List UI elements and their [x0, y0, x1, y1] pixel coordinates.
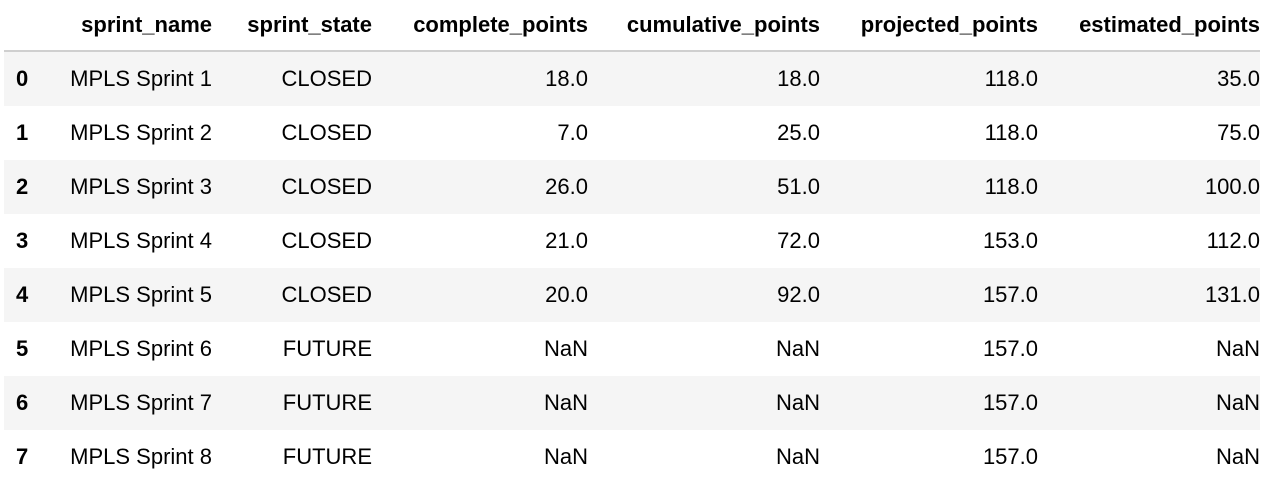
cell-estimated-points: 112.0 — [1206, 228, 1260, 253]
cell-cumulative-points: 25.0 — [777, 120, 820, 145]
header-sprint-state: sprint_state — [212, 0, 372, 52]
cell-estimated-points: NaN — [1215, 336, 1260, 361]
cell-complete-points: 26.0 — [545, 174, 588, 199]
table-row: 5 MPLS Sprint 6 FUTURE NaN NaN 157.0 NaN — [4, 322, 1260, 376]
cell-sprint-state: FUTURE — [282, 390, 372, 415]
header-index — [4, 0, 48, 52]
cell-sprint-state: CLOSED — [281, 282, 372, 307]
cell-estimated-points: 100.0 — [1204, 174, 1260, 199]
row-index: 5 — [16, 336, 29, 361]
cell-complete-points: 21.0 — [545, 228, 588, 253]
row-index: 4 — [16, 282, 29, 307]
table-row: 1 MPLS Sprint 2 CLOSED 7.0 25.0 118.0 75… — [4, 106, 1260, 160]
table-row: 6 MPLS Sprint 7 FUTURE NaN NaN 157.0 NaN — [4, 376, 1260, 430]
cell-cumulative-points: NaN — [775, 390, 820, 415]
header-cumulative-points: cumulative_points — [588, 0, 820, 52]
cell-sprint-name: MPLS Sprint 2 — [70, 120, 212, 145]
cell-sprint-name: MPLS Sprint 1 — [70, 66, 212, 91]
header-row: sprint_name sprint_state complete_points… — [4, 0, 1260, 52]
cell-sprint-state: FUTURE — [282, 444, 372, 469]
row-index: 7 — [16, 444, 29, 469]
header-sprint-name: sprint_name — [48, 0, 212, 52]
cell-sprint-name: MPLS Sprint 5 — [70, 282, 212, 307]
table-header: sprint_name sprint_state complete_points… — [4, 0, 1260, 52]
cell-sprint-state: CLOSED — [281, 66, 372, 91]
header-estimated-points: estimated_points — [1038, 0, 1260, 52]
cell-sprint-name: MPLS Sprint 4 — [70, 228, 212, 253]
cell-projected-points: 157.0 — [982, 444, 1038, 469]
cell-sprint-state: FUTURE — [282, 336, 372, 361]
cell-complete-points: 20.0 — [545, 282, 588, 307]
table-body: 0 MPLS Sprint 1 CLOSED 18.0 18.0 118.0 3… — [4, 51, 1260, 484]
row-index: 3 — [16, 228, 29, 253]
header-projected-points: projected_points — [820, 0, 1038, 52]
cell-estimated-points: NaN — [1215, 444, 1260, 469]
row-index: 2 — [16, 174, 29, 199]
cell-estimated-points: 131.0 — [1204, 282, 1260, 307]
cell-cumulative-points: 72.0 — [777, 228, 820, 253]
cell-complete-points: NaN — [543, 390, 588, 415]
table-row: 3 MPLS Sprint 4 CLOSED 21.0 72.0 153.0 1… — [4, 214, 1260, 268]
cell-sprint-name: MPLS Sprint 6 — [70, 336, 212, 361]
cell-complete-points: 7.0 — [557, 120, 588, 145]
row-index: 0 — [16, 66, 29, 91]
cell-projected-points: 157.0 — [982, 336, 1038, 361]
table-row: 7 MPLS Sprint 8 FUTURE NaN NaN 157.0 NaN — [4, 430, 1260, 484]
cell-sprint-name: MPLS Sprint 8 — [70, 444, 212, 469]
cell-estimated-points: 75.0 — [1217, 120, 1260, 145]
cell-projected-points: 118.0 — [984, 66, 1038, 91]
cell-complete-points: NaN — [543, 444, 588, 469]
dataframe-table: sprint_name sprint_state complete_points… — [4, 0, 1260, 484]
cell-cumulative-points: 92.0 — [777, 282, 820, 307]
cell-estimated-points: 35.0 — [1217, 66, 1260, 91]
cell-projected-points: 153.0 — [982, 228, 1038, 253]
row-index: 1 — [16, 120, 29, 145]
cell-sprint-state: CLOSED — [281, 228, 372, 253]
cell-sprint-name: MPLS Sprint 3 — [70, 174, 212, 199]
cell-sprint-state: CLOSED — [281, 120, 372, 145]
cell-sprint-name: MPLS Sprint 7 — [70, 390, 212, 415]
cell-sprint-state: CLOSED — [281, 174, 372, 199]
cell-complete-points: 18.0 — [545, 66, 588, 91]
row-index: 6 — [16, 390, 29, 415]
cell-estimated-points: NaN — [1215, 390, 1260, 415]
cell-complete-points: NaN — [543, 336, 588, 361]
cell-projected-points: 157.0 — [982, 390, 1038, 415]
header-complete-points: complete_points — [372, 0, 588, 52]
table-row: 2 MPLS Sprint 3 CLOSED 26.0 51.0 118.0 1… — [4, 160, 1260, 214]
cell-projected-points: 157.0 — [982, 282, 1038, 307]
cell-cumulative-points: 51.0 — [777, 174, 820, 199]
cell-projected-points: 118.0 — [984, 120, 1038, 145]
cell-projected-points: 118.0 — [984, 174, 1038, 199]
table-row: 4 MPLS Sprint 5 CLOSED 20.0 92.0 157.0 1… — [4, 268, 1260, 322]
cell-cumulative-points: 18.0 — [777, 66, 820, 91]
cell-cumulative-points: NaN — [775, 444, 820, 469]
cell-cumulative-points: NaN — [775, 336, 820, 361]
table-row: 0 MPLS Sprint 1 CLOSED 18.0 18.0 118.0 3… — [4, 51, 1260, 106]
